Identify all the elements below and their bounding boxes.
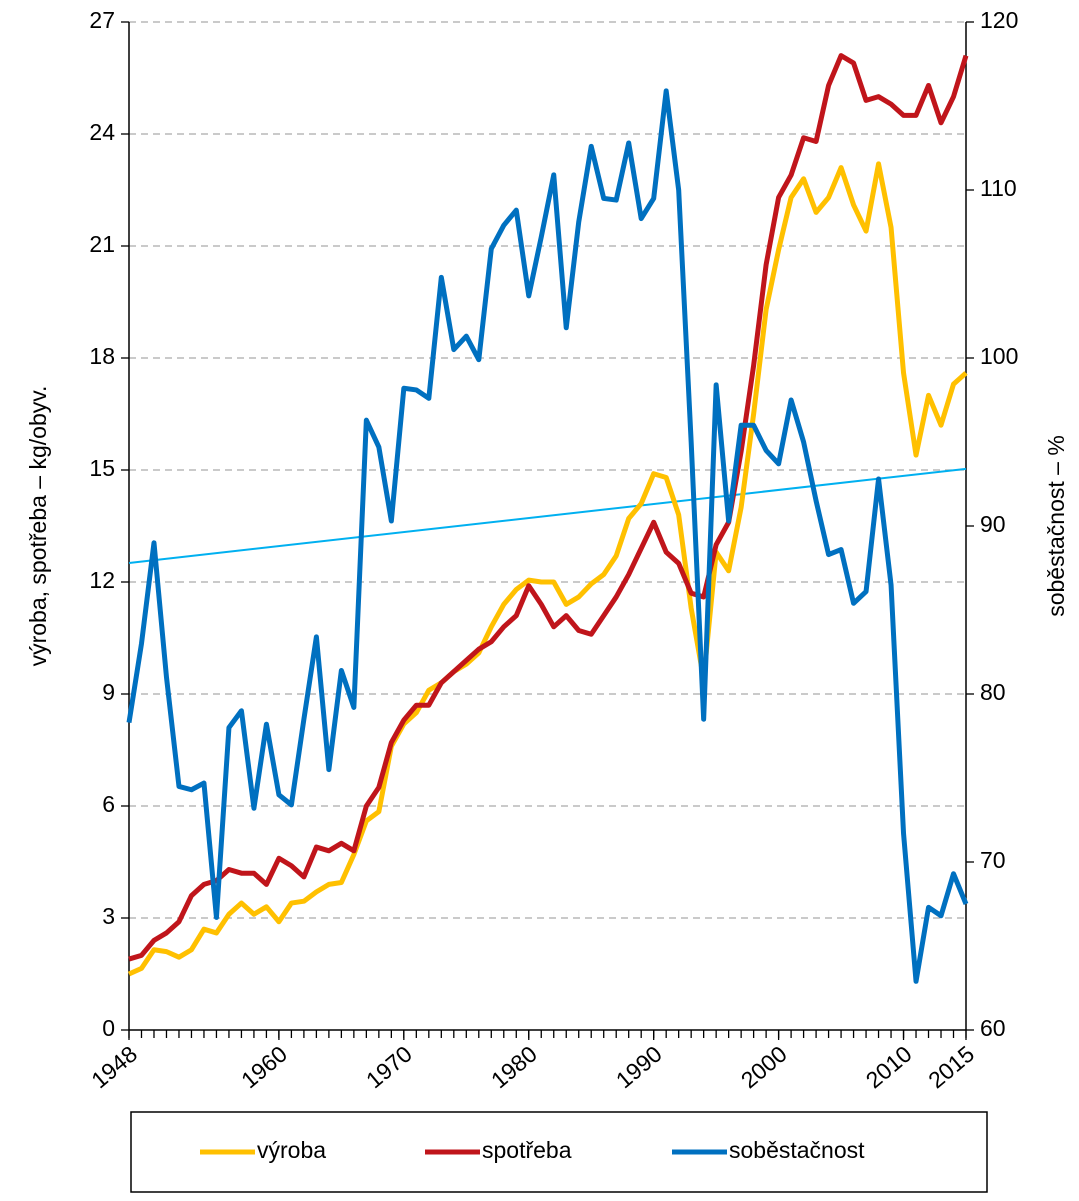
legend-label: výroba — [257, 1137, 326, 1163]
x-tick-label: 1970 — [361, 1041, 417, 1094]
y2-axis-title: soběstačnost – % — [1043, 435, 1069, 617]
legend-box — [130, 1111, 988, 1193]
y-tick-label: 18 — [89, 343, 115, 369]
series-line — [128, 53, 969, 962]
y2-tick-label: 90 — [980, 511, 1006, 537]
y-tick-label: 15 — [89, 455, 115, 481]
y2-tick-label: 120 — [980, 7, 1018, 33]
y-tick-label: 9 — [102, 679, 115, 705]
x-tick-label: 1948 — [86, 1041, 142, 1094]
y2-tick-label: 80 — [980, 679, 1006, 705]
series-line — [126, 88, 969, 984]
y-tick-label: 12 — [89, 567, 115, 593]
y2-tick-label: 70 — [980, 847, 1006, 873]
y-tick-label: 24 — [89, 119, 115, 145]
x-tick-label: 1980 — [486, 1041, 542, 1094]
y-tick-label: 21 — [89, 231, 115, 257]
y-tick-label: 3 — [102, 903, 115, 929]
y-tick-label: 6 — [102, 791, 115, 817]
y2-tick-label: 110 — [980, 175, 1017, 201]
legend-label: soběstačnost — [729, 1137, 865, 1163]
x-tick-label: 2000 — [736, 1041, 792, 1094]
y2-tick-label: 100 — [980, 343, 1018, 369]
series-line — [127, 161, 968, 977]
y-tick-label: 27 — [89, 7, 115, 33]
trend-line — [128, 467, 967, 564]
y-axis-title: výroba, spotřeba – kg/obyv. — [25, 386, 51, 667]
x-tick-label: 2010 — [861, 1041, 917, 1094]
x-tick-label: 1960 — [236, 1041, 292, 1094]
y-tick-label: 0 — [102, 1015, 115, 1041]
x-tick-label: 1990 — [611, 1041, 667, 1094]
y2-tick-label: 60 — [980, 1015, 1006, 1041]
legend-label: spotřeba — [482, 1137, 572, 1163]
x-tick-label: 2015 — [923, 1041, 979, 1094]
